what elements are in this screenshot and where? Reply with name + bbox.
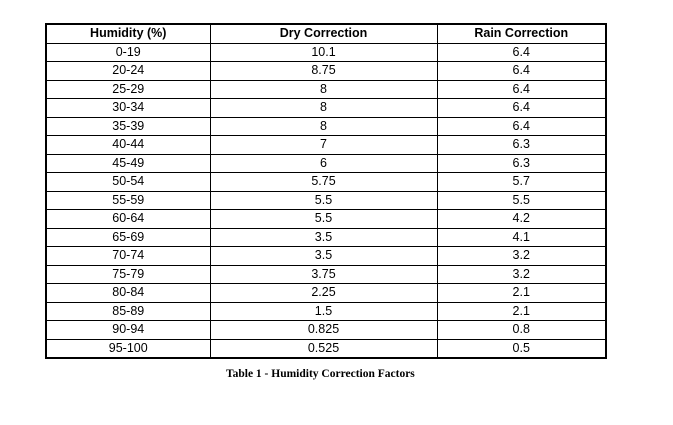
rain-correction-cell: 0.8	[436, 320, 607, 340]
rain-correction-cell: 5.5	[436, 190, 607, 210]
table-row: 45-49 6 6.3	[45, 153, 607, 173]
rain-correction-cell: 6.3	[436, 135, 607, 155]
humidity-cell: 25-29	[45, 79, 211, 99]
dry-correction-cell: 7	[209, 135, 438, 155]
dry-correction-cell: 5.5	[209, 190, 438, 210]
table-row: 35-39 8 6.4	[45, 116, 607, 136]
dry-correction-cell: 8	[209, 116, 438, 136]
humidity-cell: 20-24	[45, 61, 211, 81]
dry-correction-cell: 1.5	[209, 301, 438, 321]
table-row: 30-34 8 6.4	[45, 98, 607, 118]
rain-correction-cell: 6.4	[436, 42, 607, 62]
table-row: 40-44 7 6.3	[45, 135, 607, 155]
dry-correction-cell: 3.75	[209, 264, 438, 284]
table-row: 95-100 0.525 0.5	[45, 338, 607, 359]
dry-correction-cell: 3.5	[209, 246, 438, 266]
table-row: 65-69 3.5 4.1	[45, 227, 607, 247]
humidity-cell: 95-100	[45, 338, 211, 359]
header-rain-correction: Rain Correction	[436, 23, 607, 44]
dry-correction-cell: 8.75	[209, 61, 438, 81]
rain-correction-cell: 3.2	[436, 246, 607, 266]
rain-correction-cell: 4.1	[436, 227, 607, 247]
humidity-cell: 40-44	[45, 135, 211, 155]
humidity-cell: 70-74	[45, 246, 211, 266]
table-row: 50-54 5.75 5.7	[45, 172, 607, 192]
humidity-cell: 45-49	[45, 153, 211, 173]
dry-correction-cell: 0.525	[209, 338, 438, 359]
rain-correction-cell: 5.7	[436, 172, 607, 192]
humidity-correction-table: Humidity (%) Dry Correction Rain Correct…	[45, 23, 607, 359]
rain-correction-cell: 6.3	[436, 153, 607, 173]
dry-correction-cell: 0.825	[209, 320, 438, 340]
header-humidity: Humidity (%)	[45, 23, 211, 44]
rain-correction-cell: 2.1	[436, 283, 607, 303]
table-caption: Table 1 - Humidity Correction Factors	[226, 368, 415, 380]
dry-correction-cell: 2.25	[209, 283, 438, 303]
table-body: 0-19 10.1 6.4 20-24 8.75 6.4 25-29 8 6.4 30-34 8 6.…	[45, 42, 607, 359]
dry-correction-cell: 6	[209, 153, 438, 173]
rain-correction-cell: 4.2	[436, 209, 607, 229]
humidity-cell: 60-64	[45, 209, 211, 229]
humidity-cell: 35-39	[45, 116, 211, 136]
table-row: 90-94 0.825 0.8	[45, 320, 607, 340]
dry-correction-cell: 3.5	[209, 227, 438, 247]
dry-correction-cell: 5.75	[209, 172, 438, 192]
rain-correction-cell: 2.1	[436, 301, 607, 321]
rain-correction-cell: 6.4	[436, 116, 607, 136]
rain-correction-cell: 6.4	[436, 98, 607, 118]
humidity-cell: 0-19	[45, 42, 211, 62]
table-row: 70-74 3.5 3.2	[45, 246, 607, 266]
table-row: 75-79 3.75 3.2	[45, 264, 607, 284]
humidity-cell: 55-59	[45, 190, 211, 210]
dry-correction-cell: 5.5	[209, 209, 438, 229]
humidity-cell: 50-54	[45, 172, 211, 192]
dry-correction-cell: 8	[209, 79, 438, 99]
table-header-row: Humidity (%) Dry Correction Rain Correct…	[45, 23, 607, 44]
humidity-cell: 80-84	[45, 283, 211, 303]
table-row: 0-19 10.1 6.4	[45, 42, 607, 62]
table-row: 80-84 2.25 2.1	[45, 283, 607, 303]
humidity-cell: 90-94	[45, 320, 211, 340]
rain-correction-cell: 3.2	[436, 264, 607, 284]
table-row: 55-59 5.5 5.5	[45, 190, 607, 210]
humidity-cell: 85-89	[45, 301, 211, 321]
table-row: 20-24 8.75 6.4	[45, 61, 607, 81]
dry-correction-cell: 10.1	[209, 42, 438, 62]
table-row: 60-64 5.5 4.2	[45, 209, 607, 229]
humidity-cell: 75-79	[45, 264, 211, 284]
rain-correction-cell: 6.4	[436, 61, 607, 81]
humidity-cell: 30-34	[45, 98, 211, 118]
rain-correction-cell: 6.4	[436, 79, 607, 99]
humidity-cell: 65-69	[45, 227, 211, 247]
rain-correction-cell: 0.5	[436, 338, 607, 359]
header-dry-correction: Dry Correction	[209, 23, 438, 44]
table-row: 25-29 8 6.4	[45, 79, 607, 99]
table-row: 85-89 1.5 2.1	[45, 301, 607, 321]
dry-correction-cell: 8	[209, 98, 438, 118]
